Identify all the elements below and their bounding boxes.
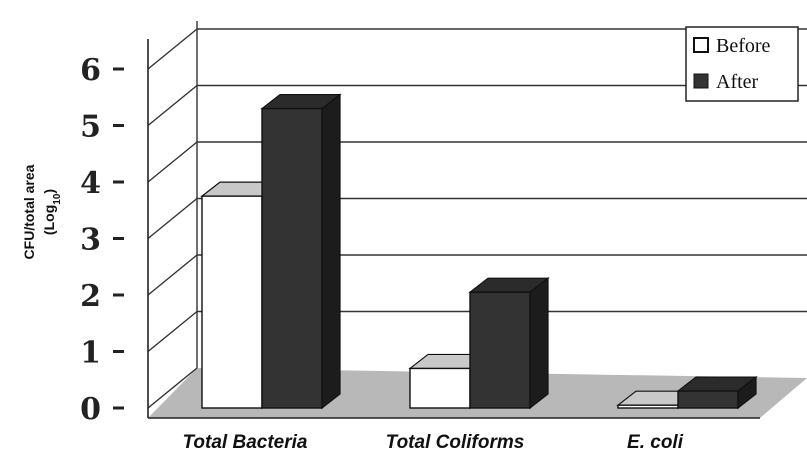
x-category-label: Total Bacteria (183, 432, 308, 453)
gridline-diagonal (147, 84, 198, 127)
bar-side-face (321, 93, 341, 410)
y-tick-label: 4 (80, 166, 101, 201)
legend-label-after: After (716, 71, 759, 93)
bar-front-face (677, 390, 739, 409)
bar-front-face (617, 404, 679, 409)
y-tick-label: 2 (80, 279, 101, 314)
y-axis-title: CFU/total area (Log10) (21, 164, 63, 259)
x-category-labels: Total Bacteria Total Coliforms E. coli (183, 432, 684, 453)
gridline-diagonal (147, 28, 198, 70)
y-tick-label: 6 (80, 53, 101, 88)
gridline-diagonal (147, 310, 198, 353)
bar-front-face (409, 367, 471, 409)
y-axis-label-line1: CFU/total area (21, 164, 37, 259)
gridline-diagonal (147, 141, 198, 183)
legend-label-before: Before (716, 35, 771, 57)
bar-side-face (529, 276, 549, 410)
y-axis-label-line2: (Log10) (41, 189, 63, 235)
bar-after-3 (676, 375, 758, 410)
y-tick-label: 5 (80, 110, 101, 145)
bar-front-face (469, 291, 531, 409)
bar-front-face (201, 195, 263, 409)
y-tick-label: 3 (80, 223, 101, 258)
y-axis (147, 39, 760, 419)
y-tick-label: 1 (80, 336, 101, 371)
x-category-label: E. coli (627, 432, 684, 453)
bars (200, 93, 758, 410)
gridline-diagonal (147, 367, 198, 409)
y-tick-label: 0 (80, 392, 101, 427)
bar-after-2 (468, 276, 550, 410)
legend: Before After (685, 26, 799, 102)
gridline-diagonal (147, 254, 198, 296)
bar-after-1 (260, 93, 342, 410)
y-tick-labels: 0 1 2 3 4 5 6 (80, 53, 124, 427)
gridline-diagonal (147, 197, 198, 240)
legend-swatch-after (693, 73, 709, 89)
bar-front-face (261, 107, 323, 409)
legend-swatch-before (693, 37, 709, 53)
x-category-label: Total Coliforms (386, 432, 525, 453)
